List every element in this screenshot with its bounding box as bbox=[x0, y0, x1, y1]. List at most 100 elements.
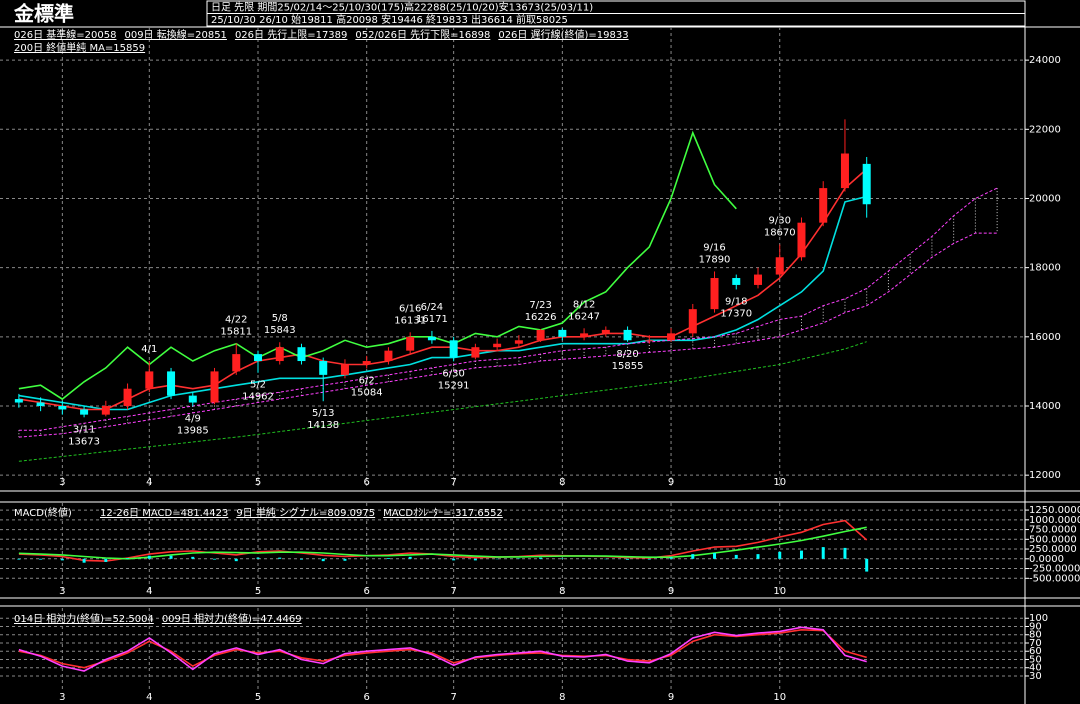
series-line bbox=[18, 626, 867, 672]
oscillator-bar bbox=[169, 555, 173, 559]
candle-body bbox=[167, 371, 176, 396]
candle-body bbox=[101, 405, 110, 415]
x-tick-label: 9 bbox=[668, 586, 674, 597]
legend-entry: 026日 遅行線(終値)=19833 bbox=[498, 28, 628, 41]
legend-entry: 026日 先行上限=17389 bbox=[235, 28, 347, 41]
oscillator-bar bbox=[713, 552, 717, 559]
x-tick-label: 4 bbox=[146, 586, 152, 597]
oscillator-bar bbox=[343, 558, 347, 561]
chart-title: 金標準 bbox=[13, 2, 74, 26]
oscillator-bar bbox=[799, 550, 803, 559]
annotation-date: 6/24 bbox=[421, 302, 443, 313]
y-tick-label: 16000 bbox=[1029, 332, 1061, 343]
candle-body bbox=[36, 402, 45, 406]
x-tick-label: 3 bbox=[59, 586, 65, 597]
y-tick-label: 22000 bbox=[1029, 124, 1061, 135]
annotation-date: 5/8 bbox=[272, 313, 288, 324]
candle-body bbox=[688, 309, 697, 334]
oscillator-bar bbox=[821, 547, 825, 559]
candle-body bbox=[449, 340, 458, 358]
header-today: 25/10/30 26/10 始19811 高20098 安19446 終198… bbox=[211, 13, 568, 26]
y-tick-label: 18000 bbox=[1029, 263, 1061, 274]
oscillator-bar bbox=[626, 558, 630, 560]
legend-entry: 200日 終値単純 MA=15859 bbox=[14, 41, 145, 54]
x-tick-label: 10 bbox=[773, 586, 786, 597]
oscillator-bar bbox=[147, 555, 151, 559]
oscillator-bar bbox=[843, 547, 847, 559]
oscillator-bar bbox=[17, 558, 21, 560]
oscillator-bar bbox=[321, 558, 325, 562]
annotation-date: 4/1 bbox=[141, 344, 157, 355]
candle-body bbox=[340, 364, 349, 375]
y-tick-label: 0.0000 bbox=[1029, 554, 1064, 565]
oscillator-bar bbox=[278, 557, 282, 559]
candle-body bbox=[580, 333, 589, 337]
series-line bbox=[18, 232, 998, 438]
legend-entry: 014日 相対力(終値)=52.5004 bbox=[14, 612, 154, 625]
candle-body bbox=[536, 329, 545, 341]
series-line bbox=[18, 187, 998, 431]
series-line bbox=[18, 168, 868, 411]
series-line bbox=[18, 526, 867, 560]
y-tick-label: 80 bbox=[1029, 630, 1042, 641]
annotation-value: 15811 bbox=[220, 326, 252, 337]
candle-body bbox=[493, 343, 502, 348]
oscillator-bar bbox=[408, 556, 412, 559]
candle-body bbox=[58, 405, 67, 410]
candle-body bbox=[601, 329, 610, 334]
oscillator-bar bbox=[256, 557, 260, 559]
x-tick-label: 9 bbox=[668, 692, 674, 703]
candle-body bbox=[80, 409, 89, 415]
y-tick-label: 100 bbox=[1029, 613, 1048, 624]
x-tick-label: 7 bbox=[450, 692, 456, 703]
annotation-date: 9/16 bbox=[703, 242, 725, 253]
legend-entry: 12-26日 MACD=481.4423 bbox=[100, 508, 228, 519]
annotation-date: 8/12 bbox=[573, 299, 595, 310]
y-tick-label: 60 bbox=[1029, 646, 1042, 657]
series-line bbox=[18, 341, 867, 462]
y-tick-label: 90 bbox=[1029, 621, 1042, 632]
y-tick-label: -250.0000 bbox=[1029, 564, 1080, 575]
y-tick-label: 30 bbox=[1029, 671, 1042, 682]
y-tick-label: 14000 bbox=[1029, 401, 1061, 412]
y-tick-label: 500.0000 bbox=[1029, 534, 1077, 545]
oscillator-bar bbox=[299, 558, 303, 560]
annotation-value: 14962 bbox=[242, 392, 274, 403]
oscillator-bar bbox=[669, 557, 673, 559]
annotation-date: 5/2 bbox=[250, 380, 266, 391]
candle-body bbox=[819, 188, 828, 223]
candle-body bbox=[384, 350, 393, 362]
candle-body bbox=[362, 361, 371, 365]
x-tick-label: 4 bbox=[146, 692, 152, 703]
y-tick-label: 1000.0000 bbox=[1029, 515, 1080, 526]
candle-body bbox=[667, 333, 676, 341]
x-tick-label: 6 bbox=[364, 692, 370, 703]
x-tick-label: 6 bbox=[364, 586, 370, 597]
candle-body bbox=[710, 278, 719, 310]
candle-body bbox=[754, 274, 762, 285]
x-tick-label: 10 bbox=[773, 692, 786, 703]
annotation-value: 15291 bbox=[438, 380, 470, 391]
annotation-value: 15084 bbox=[351, 388, 383, 399]
annotation-date: 9/30 bbox=[769, 215, 791, 226]
annotation-value: 18670 bbox=[764, 227, 796, 238]
x-tick-label: 9 bbox=[668, 477, 674, 488]
candle-body bbox=[514, 340, 523, 344]
x-tick-label: 3 bbox=[59, 477, 65, 488]
oscillator-bar bbox=[691, 554, 695, 559]
oscillator-bar bbox=[473, 558, 477, 561]
x-tick-label: 8 bbox=[559, 586, 565, 597]
candle-body bbox=[232, 354, 241, 372]
candle-body bbox=[797, 222, 806, 258]
x-tick-label: 3 bbox=[59, 692, 65, 703]
panel-title: MACD(終値) bbox=[14, 506, 72, 519]
candle-body bbox=[145, 371, 154, 389]
candle-body bbox=[254, 354, 262, 362]
oscillator-bar bbox=[778, 551, 782, 559]
candle-body bbox=[188, 395, 197, 403]
y-tick-label: 1250.0000 bbox=[1029, 505, 1080, 516]
x-tick-label: 5 bbox=[255, 586, 261, 597]
x-tick-label: 5 bbox=[255, 477, 261, 488]
x-tick-label: 7 bbox=[450, 586, 456, 597]
candle-body bbox=[862, 163, 871, 205]
